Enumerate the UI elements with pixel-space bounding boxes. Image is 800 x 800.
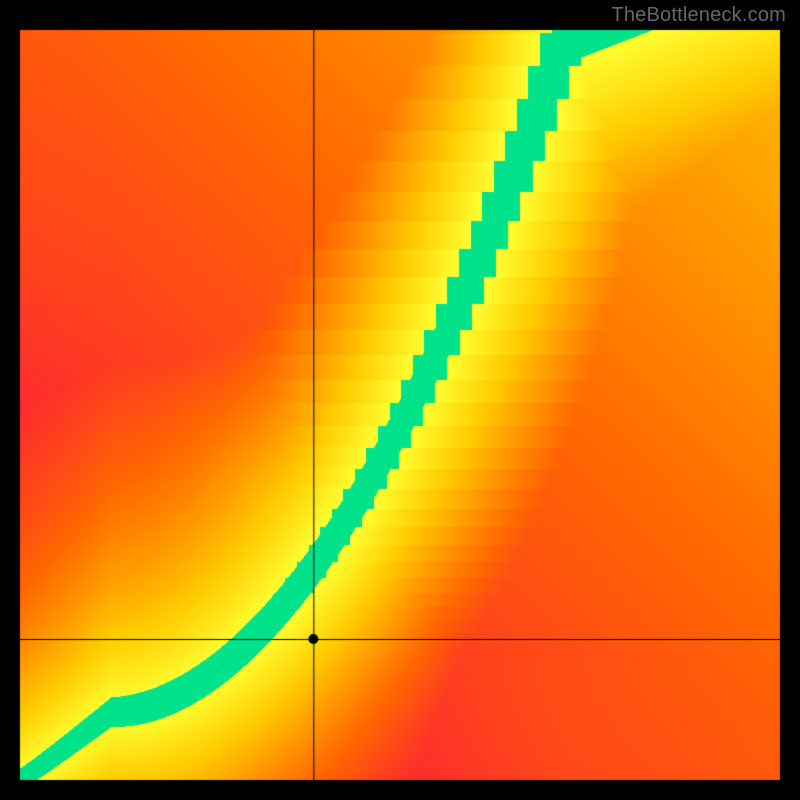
heatmap-canvas: [0, 0, 800, 800]
chart-container: TheBottleneck.com: [0, 0, 800, 800]
watermark-text: TheBottleneck.com: [611, 4, 786, 27]
